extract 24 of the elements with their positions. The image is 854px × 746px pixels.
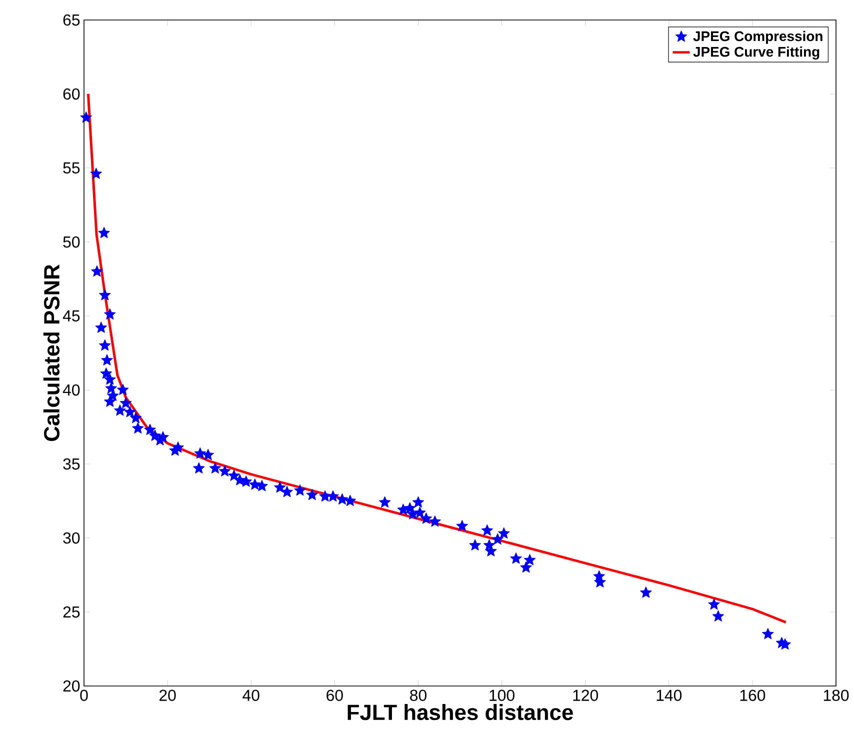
x-tick-label: 60 (326, 690, 343, 701)
y-tick-label: 45 (62, 310, 80, 322)
y-tick-label: 55 (63, 162, 80, 174)
x-tick-label: 0 (80, 690, 88, 701)
y-tick-label: 25 (63, 606, 80, 618)
x-tick-label: 20 (159, 690, 176, 701)
x-tick-label: 40 (242, 690, 260, 701)
y-tick-label: 65 (63, 14, 80, 26)
y-tick-label: 40 (62, 384, 80, 396)
x-tick-label: 140 (656, 690, 682, 701)
y-tick-label: 30 (63, 532, 80, 544)
legend-label: JPEG Curve Fitting (693, 46, 820, 60)
x-tick-label: 180 (824, 690, 849, 701)
x-tick-label: 100 (490, 690, 514, 701)
y-axis-title: Calculated PSNR (43, 264, 60, 441)
y-tick-label: 35 (63, 458, 80, 470)
y-tick-label: 50 (63, 236, 80, 248)
y-tick-label: 20 (63, 680, 80, 692)
legend-label: JPEG Compression (693, 30, 822, 44)
y-tick-label: 60 (63, 88, 80, 100)
x-tick-label: 120 (573, 690, 598, 701)
x-tick-label: 80 (410, 690, 426, 701)
x-tick-label: 160 (740, 690, 766, 701)
x-axis-title: FJLT hashes distance (348, 704, 573, 720)
